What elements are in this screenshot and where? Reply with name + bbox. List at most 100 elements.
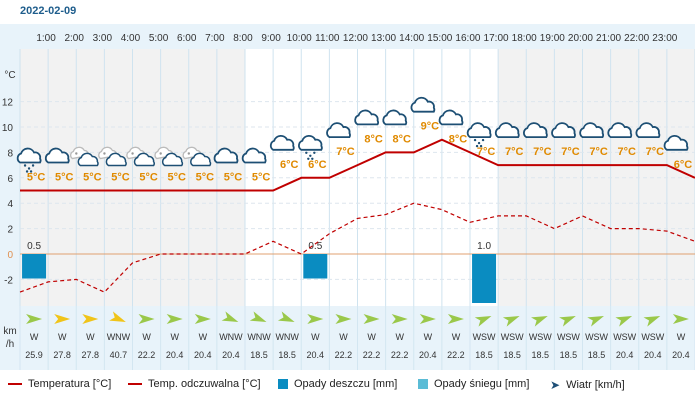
y-tick-label: 8 xyxy=(7,148,13,159)
cloud-shape xyxy=(16,147,42,164)
hour-label: 23:00 xyxy=(652,33,677,44)
wind-direction-label: W xyxy=(142,332,151,342)
hour-label: 4:00 xyxy=(121,33,141,44)
wind-speed-label: 20.4 xyxy=(616,350,634,360)
forecast-date: 2022-02-09 xyxy=(20,5,77,17)
wind-arrow-icon xyxy=(615,316,633,327)
wind-direction-label: W xyxy=(452,332,461,342)
wind-arrow-shape xyxy=(138,314,155,324)
moon-dot xyxy=(103,152,106,155)
wind-arrow-icon xyxy=(559,316,576,327)
temperature-line xyxy=(20,138,695,192)
wind-arrow-shape xyxy=(502,316,520,327)
rain-cloud-icon xyxy=(16,147,42,173)
y-unit-label: °C xyxy=(4,70,15,81)
cloud-icon xyxy=(579,122,604,139)
partly-cloudy-icon xyxy=(182,146,212,167)
cloud-icon xyxy=(523,122,548,139)
front-cloud xyxy=(133,152,155,167)
cloud-icon xyxy=(635,122,661,139)
wind-direction-label: W xyxy=(58,332,67,342)
rain-drop xyxy=(307,157,310,160)
hour-label: 7:00 xyxy=(205,33,225,44)
wind-speed-label: 22.2 xyxy=(335,350,353,360)
hour-label: 10:00 xyxy=(287,33,312,44)
rain-bar xyxy=(22,254,47,279)
rain-drop xyxy=(31,164,35,167)
cloud-icon xyxy=(410,96,436,113)
forecast-chart: 1:00 2:00 3:00 4:00 5:00 6:00 7:00 8:00 9:00 10:0… xyxy=(0,33,695,370)
temperature-value-label: 5°C xyxy=(252,172,271,184)
y-tick-label: 6 xyxy=(7,174,13,185)
wind-arrow-icon xyxy=(82,314,99,324)
wind-arrow-icon xyxy=(363,314,380,324)
wind-arrow-icon xyxy=(643,316,661,327)
wind-speed-label: 18.5 xyxy=(250,350,268,360)
temperature-value-label: 8°C xyxy=(449,133,468,145)
cloud-icon xyxy=(494,122,520,139)
wind-unit-km: km xyxy=(3,326,16,337)
cloud-icon xyxy=(213,147,239,164)
cloud-shape xyxy=(438,109,464,126)
rain-drop xyxy=(25,170,29,173)
wind-speed-label: 22.2 xyxy=(363,350,381,360)
wind-arrow-icon xyxy=(221,311,239,322)
hour-label: 2:00 xyxy=(64,33,84,44)
legend-snow-label: Opady śniegu [mm] xyxy=(434,378,530,390)
wind-arrow-shape xyxy=(391,314,408,324)
hour-label: 16:00 xyxy=(455,33,480,44)
rain-value-label: 1.0 xyxy=(477,241,491,252)
rain-drop xyxy=(311,157,314,160)
cloud-shape xyxy=(466,122,492,139)
cloud-icon xyxy=(241,147,267,164)
legend-snow-swatch xyxy=(418,379,428,389)
moon-dot xyxy=(159,152,162,155)
wind-speed-label: 27.8 xyxy=(53,350,71,360)
cloud-shape xyxy=(382,109,408,126)
temperature-value-label: 5°C xyxy=(55,172,74,184)
wind-direction-label: WSW xyxy=(641,332,664,342)
wind-arrow-icon xyxy=(474,316,492,327)
y-tick-label: 2 xyxy=(7,225,13,236)
cloud-icon xyxy=(663,134,689,151)
wind-arrow-icon xyxy=(166,314,183,324)
legend-feels-swatch xyxy=(128,383,142,385)
rain-drop xyxy=(473,138,477,142)
y-tick-label: 0 xyxy=(7,250,13,261)
wind-direction-label: W xyxy=(424,332,433,342)
rain-cloud-icon xyxy=(298,134,323,160)
rain-drop xyxy=(477,141,481,145)
wind-direction-label: WNW xyxy=(275,332,299,342)
wind-speed-label: 22.2 xyxy=(391,350,409,360)
wind-direction-label: W xyxy=(30,332,39,342)
temperature-value-label: 7°C xyxy=(533,146,552,158)
wind-arrow-shape xyxy=(531,316,548,327)
wind-direction-label: WSW xyxy=(613,332,636,342)
hour-label: 17:00 xyxy=(484,33,509,44)
cloud-shape xyxy=(410,96,436,113)
hour-label: 15:00 xyxy=(427,33,452,44)
wind-arrow-shape xyxy=(82,314,99,324)
hour-label: 14:00 xyxy=(399,33,424,44)
y-tick-label: 4 xyxy=(7,199,13,210)
wind-direction-label: WSW xyxy=(501,332,524,342)
temperature-value-label: 8°C xyxy=(364,133,383,145)
cloud-icon xyxy=(438,109,464,126)
legend-snow: Opady śniegu [mm] xyxy=(418,378,529,390)
hour-label: 21:00 xyxy=(596,33,621,44)
wind-arrow-shape xyxy=(335,314,352,324)
legend-rain: Opady deszczu [mm] xyxy=(278,378,397,390)
wind-arrow-shape xyxy=(249,311,267,322)
cloud-icon xyxy=(44,147,70,164)
temperature-value-label: 6°C xyxy=(308,159,327,171)
wind-arrow-icon xyxy=(194,314,211,324)
legend-wind-label: Wiatr [km/h] xyxy=(566,379,625,391)
wind-direction-label: W xyxy=(367,332,376,342)
hour-label: 22:00 xyxy=(624,33,649,44)
wind-arrow-shape xyxy=(672,314,689,324)
wind-speed-label: 27.8 xyxy=(82,350,100,360)
moon-dot xyxy=(75,152,78,155)
wind-direction-label: W xyxy=(199,332,208,342)
hour-label: 18:00 xyxy=(512,33,537,44)
legend-feels: Temp. odczuwalna [°C] xyxy=(128,378,261,390)
